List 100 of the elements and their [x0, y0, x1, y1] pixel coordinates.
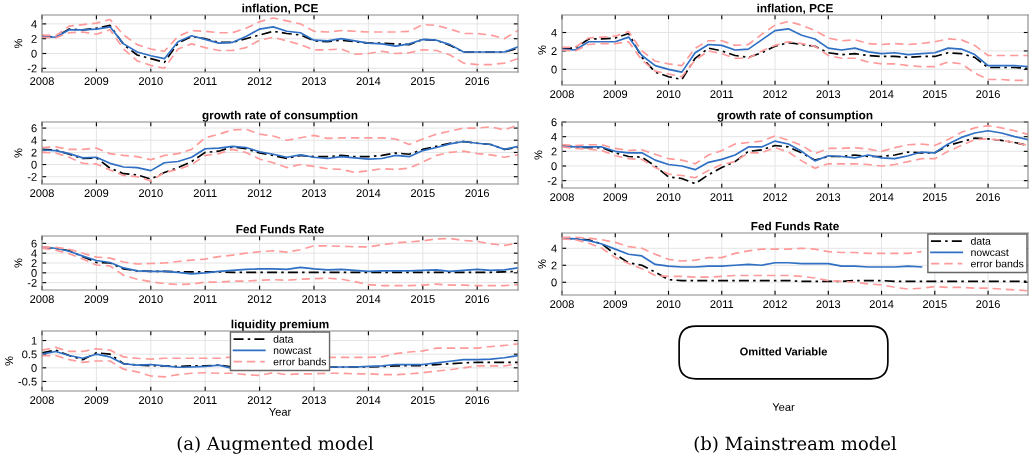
- x-tick-label: 2016: [465, 77, 490, 86]
- x-tick-label: 2008: [30, 77, 54, 86]
- x-tick-label: 2015: [411, 295, 435, 304]
- x-tick-label: 2008: [550, 193, 574, 202]
- x-tick-label: 2008: [30, 396, 54, 405]
- legend-label: nowcast: [273, 347, 312, 355]
- y-tick-label: 2: [31, 34, 37, 43]
- y-tick-label: 0: [551, 65, 557, 74]
- x-tick-label: 2008: [30, 295, 54, 304]
- x-tick-label: 2014: [356, 295, 381, 304]
- text: Omitted Variable: [740, 347, 827, 356]
- x-tick-label: 2012: [247, 295, 272, 304]
- x-tick-label: 2009: [603, 300, 628, 309]
- x-tick-label: 2010: [139, 189, 163, 198]
- x-tick-label: 2011: [710, 300, 734, 309]
- x-tick-label: 2010: [139, 77, 163, 86]
- x-tick-label: 2016: [976, 193, 1000, 202]
- x-tick-label: 2012: [763, 193, 787, 202]
- x-tick-label: 2015: [411, 77, 435, 86]
- y-tick-label: 0: [551, 162, 557, 171]
- text: Year: [772, 403, 795, 411]
- y-tick-label: 2: [31, 259, 37, 268]
- y-tick-label: -2: [27, 64, 37, 73]
- y-tick-label: 6: [551, 118, 557, 127]
- text: (a) Augmented model: [177, 436, 374, 454]
- y-tick-label: 4: [551, 133, 557, 141]
- x-tick-label: 2014: [869, 300, 894, 309]
- y-axis-title: %: [14, 38, 23, 49]
- line-series: [42, 140, 518, 172]
- y-tick-label: 0: [31, 364, 37, 372]
- y-tick-label: -0.5: [18, 377, 37, 386]
- y-axis-title: %: [5, 356, 13, 366]
- x-tick-label: 2014: [356, 396, 381, 405]
- line-series: [42, 354, 518, 378]
- x-tick-label: 2013: [302, 295, 326, 304]
- y-tick-label: -2: [547, 176, 557, 185]
- x-tick-label: 2011: [710, 90, 734, 99]
- chart-title: growth rate of consumption: [202, 110, 358, 122]
- x-tick-label: 2013: [302, 396, 326, 405]
- x-tick-label: 2011: [193, 396, 217, 405]
- chart-title: liquidity premium: [231, 319, 329, 331]
- chart-title: Fed Funds Rate: [236, 224, 324, 234]
- legend-label: error bands: [971, 259, 1024, 268]
- y-tick-label: 2: [551, 147, 557, 156]
- y-tick-label: 0: [31, 269, 37, 277]
- x-tick-label: 2008: [550, 300, 574, 309]
- x-tick-label: 2010: [656, 90, 681, 99]
- line-series: [562, 27, 1028, 73]
- chart-title: inflation, PCE: [242, 3, 318, 15]
- y-tick-label: 4: [31, 136, 37, 145]
- legend-label: nowcast: [971, 249, 1009, 257]
- y-tick-label: 0: [31, 160, 37, 169]
- x-tick-label: 2011: [193, 189, 217, 198]
- x-tick-label: 2009: [84, 396, 109, 405]
- x-tick-label: 2014: [356, 189, 381, 198]
- text: (b) Mainstream model: [694, 436, 897, 453]
- x-tick-label: 2008: [30, 189, 54, 198]
- x-tick-label: 2013: [302, 77, 326, 86]
- y-tick-label: 0: [551, 278, 557, 287]
- x-tick-label: 2015: [923, 300, 947, 309]
- x-tick-label: 2015: [923, 193, 947, 202]
- x-tick-label: 2012: [247, 189, 272, 198]
- x-tick-label: 2009: [84, 295, 109, 304]
- y-tick-label: 0: [31, 49, 37, 58]
- x-tick-label: 2009: [84, 77, 109, 86]
- y-tick-label: 4: [31, 20, 37, 28]
- x-tick-label: 2014: [869, 90, 894, 99]
- x-tick-label: 2011: [193, 295, 217, 304]
- x-tick-label: 2012: [763, 300, 787, 309]
- x-axis-title: Year: [269, 408, 292, 416]
- x-tick-label: 2013: [816, 193, 841, 202]
- y-axis-title: %: [14, 148, 23, 158]
- x-tick-label: 2016: [465, 396, 490, 405]
- y-tick-label: 2: [551, 261, 557, 270]
- x-tick-label: 2013: [816, 90, 841, 99]
- x-tick-label: 2009: [84, 189, 109, 198]
- x-tick-label: 2013: [816, 300, 841, 309]
- y-tick-label: 2: [551, 47, 557, 55]
- y-tick-label: 0.5: [22, 350, 37, 359]
- y-tick-label: 1: [31, 336, 37, 345]
- y-axis-title: %: [14, 258, 23, 268]
- x-tick-label: 2013: [302, 189, 326, 198]
- y-tick-label: 2: [31, 148, 37, 157]
- x-tick-label: 2016: [976, 90, 1000, 99]
- y-tick-label: 4: [31, 249, 37, 258]
- x-tick-label: 2011: [193, 77, 217, 86]
- chart-title: growth rate of consumption: [717, 110, 873, 122]
- x-tick-label: 2016: [465, 295, 490, 304]
- x-tick-label: 2015: [923, 90, 947, 99]
- x-tick-label: 2016: [976, 300, 1000, 309]
- x-tick-label: 2012: [763, 90, 787, 99]
- y-tick-label: 4: [551, 28, 557, 37]
- x-tick-label: 2009: [603, 193, 628, 202]
- x-tick-label: 2014: [869, 193, 894, 202]
- y-tick-label: -2: [27, 278, 37, 287]
- y-tick-label: -2: [27, 172, 37, 181]
- x-tick-label: 2009: [603, 90, 628, 99]
- chart-title: Fed Funds Rate: [751, 221, 839, 231]
- legend-label: data: [971, 237, 991, 245]
- x-tick-label: 2012: [247, 396, 272, 405]
